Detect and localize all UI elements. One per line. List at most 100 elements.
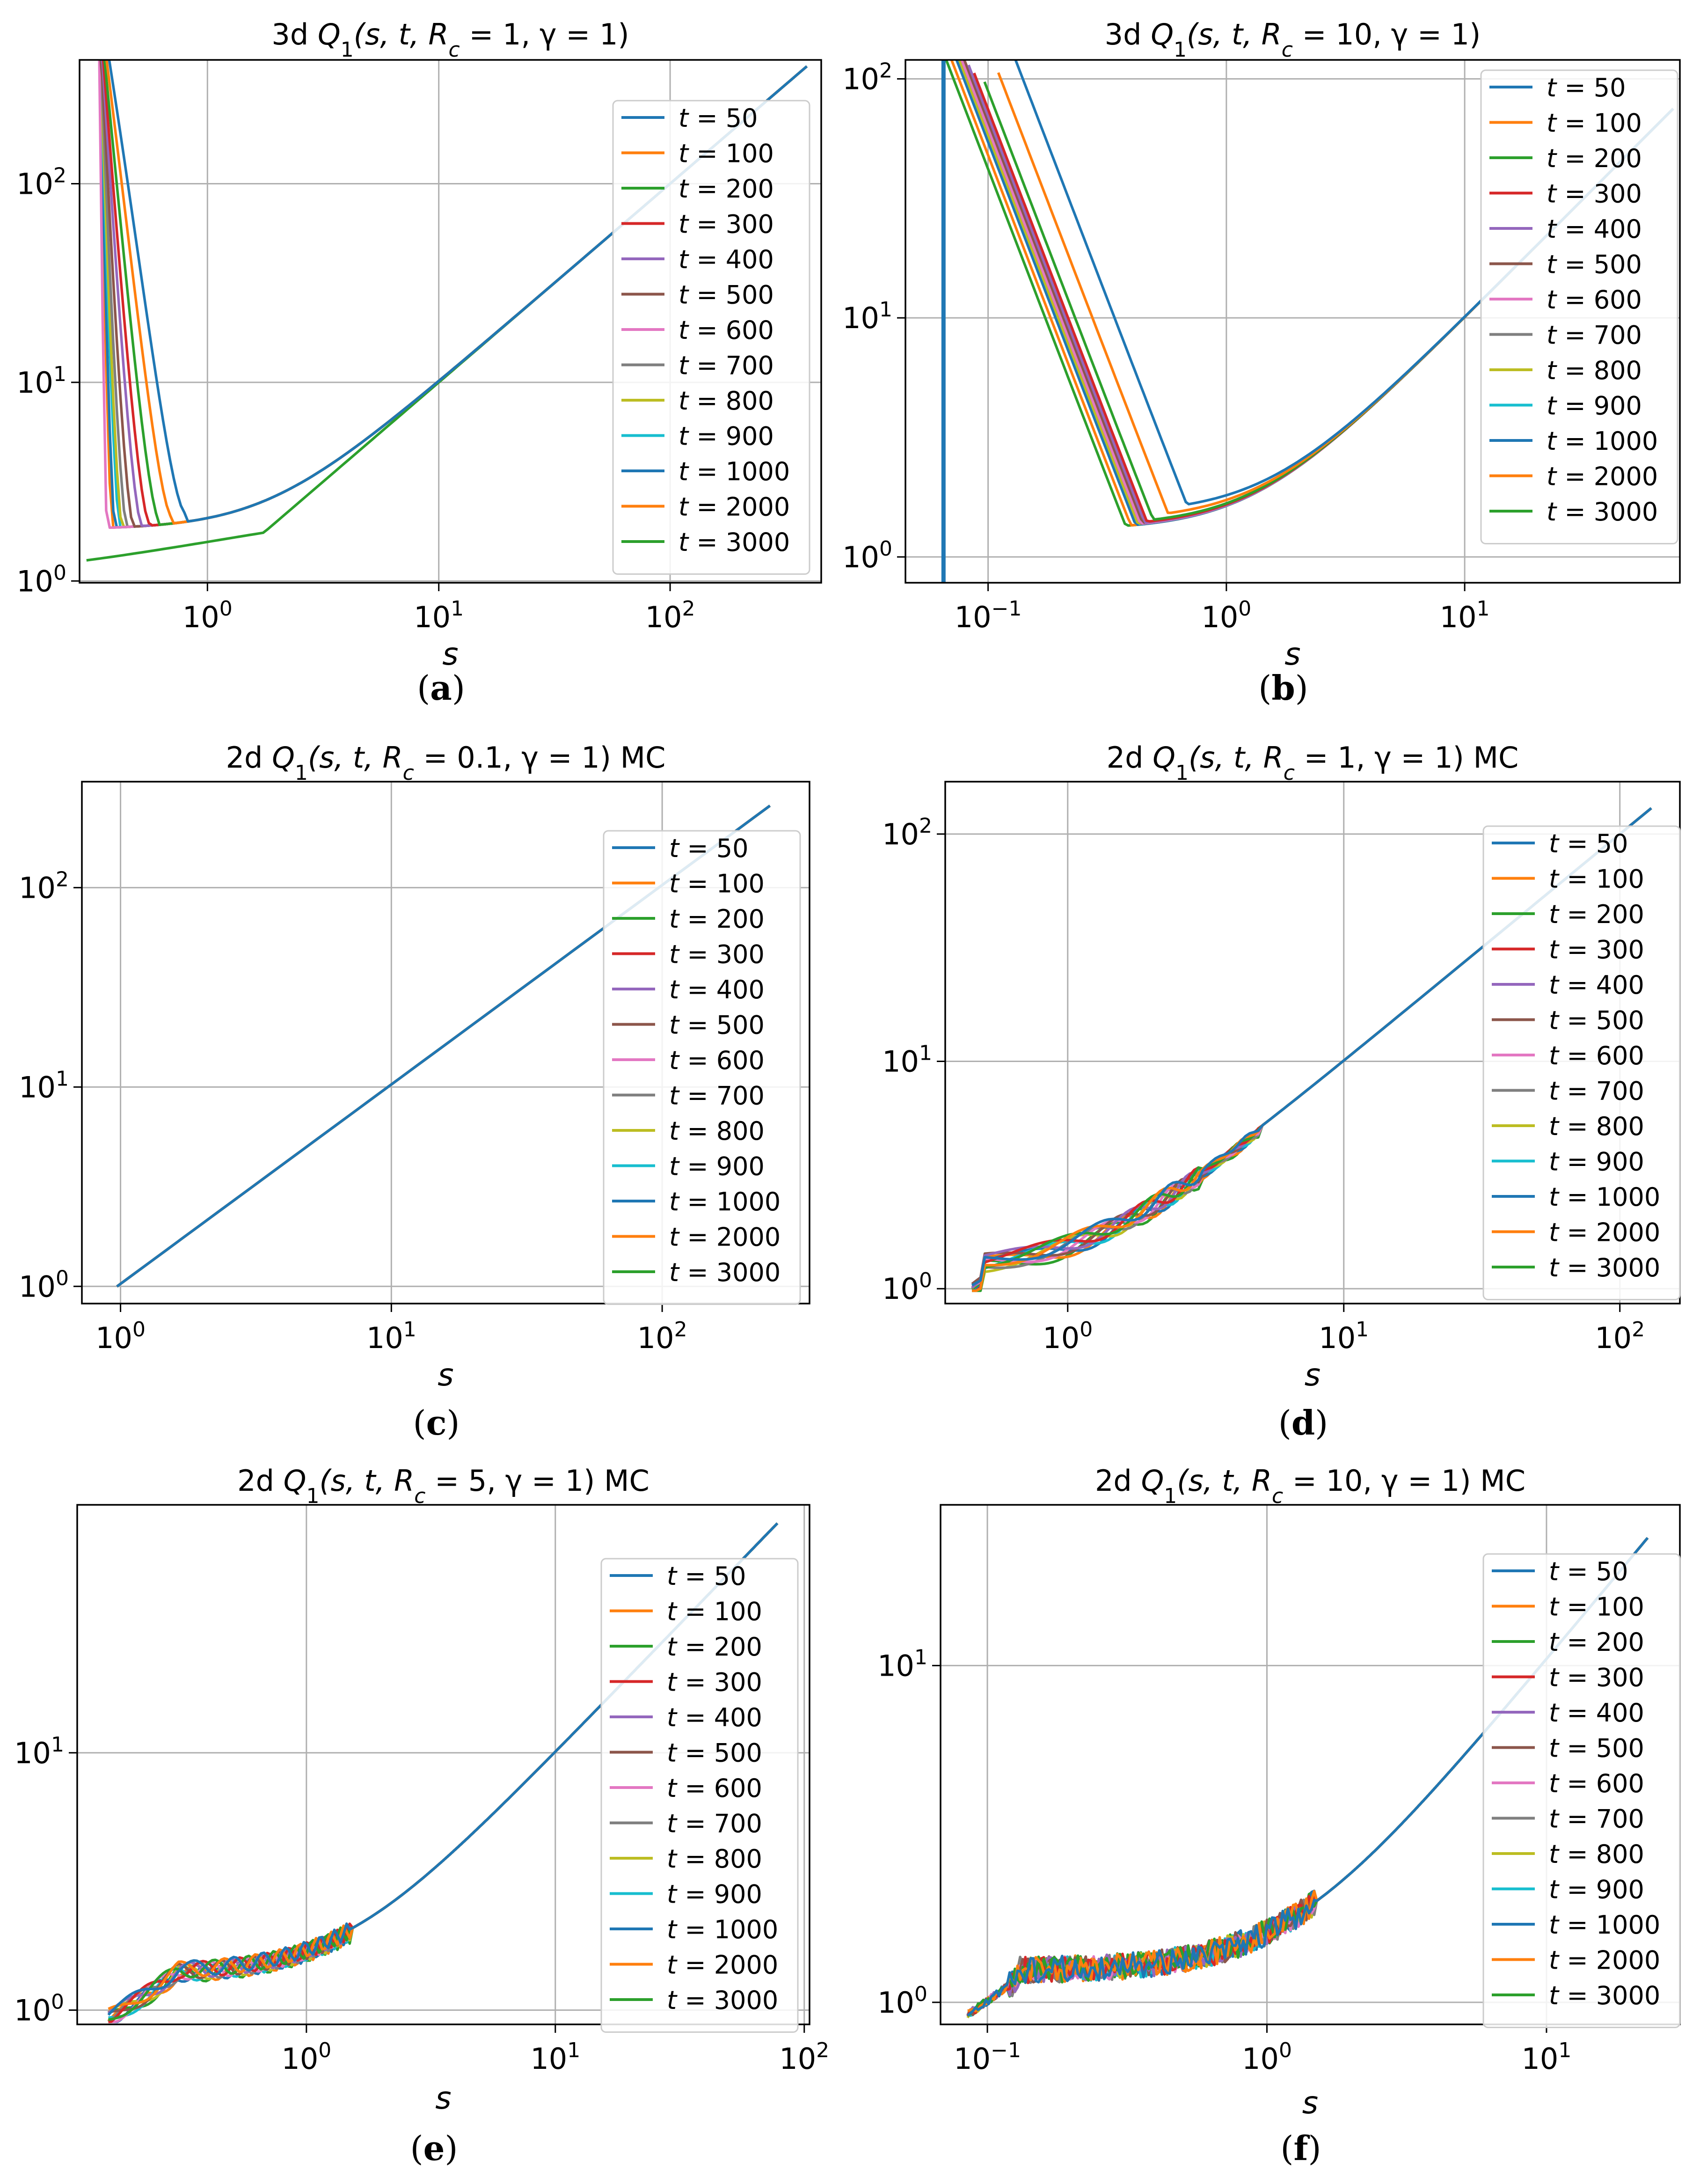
legend-entry: t = 600: [667, 1774, 762, 1803]
chart-title: 2d Q1(s, t, Rc = 5, γ = 1) MC: [237, 1464, 649, 1508]
x-axis-label: s: [1302, 2085, 1318, 2121]
legend-entry: t = 200: [669, 904, 765, 934]
y-tick-label: 102: [16, 163, 66, 201]
y-tick-label: 102: [882, 814, 932, 851]
legend-entry: t = 600: [669, 1046, 765, 1075]
panel-label: (a): [417, 668, 465, 708]
legend-entry: t = 300: [1549, 935, 1644, 965]
y-tick-label: 101: [877, 1645, 927, 1683]
x-axis-label: s: [438, 1357, 453, 1393]
legend: t = 50 t = 100 t = 200 t = 300 t = 400 t = 50…: [1480, 69, 1678, 544]
legend-entry: t = 100: [669, 869, 765, 899]
legend-entry: t = 900: [669, 1152, 765, 1181]
legend-entry: t = 900: [1549, 1875, 1644, 1905]
legend-entry: t = 1000: [1549, 1182, 1660, 1212]
x-tick-label: 101: [414, 597, 464, 635]
x-tick-label: 101: [1521, 2038, 1571, 2076]
legend-entry: t = 800: [679, 386, 774, 416]
x-tick-label: 100: [1201, 597, 1251, 635]
x-tick-label: 10−1: [955, 597, 1022, 635]
y-tick-label: 101: [14, 1732, 64, 1770]
legend-entry: t = 300: [1549, 1663, 1644, 1693]
legend-entry: t = 2000: [1547, 462, 1658, 491]
chart-panel-f: 10−1 100 101 100 101 2d Q1(s, t, Rc = 10, γ =…: [877, 1464, 1681, 2168]
legend: t = 50 t = 100 t = 200 t = 300 t = 400 t = 50…: [1482, 825, 1681, 1300]
y-tick-label: 102: [19, 867, 69, 905]
legend-entry: t = 300: [669, 940, 765, 969]
legend-entry: t = 50: [1549, 829, 1628, 858]
legend-box: [603, 830, 801, 1305]
y-tick-label: 100: [877, 1982, 927, 2020]
panel-label: (b): [1258, 668, 1308, 708]
chart-panel-a: 100 101 102 100 101 102 3d Q1(s, t, Rc = 1, γ …: [16, 17, 822, 708]
y-tick-label: 100: [842, 536, 892, 574]
legend-entry: t = 50: [669, 834, 748, 863]
chart-title: 3d Q1(s, t, Rc = 1, γ = 1): [271, 17, 629, 62]
legend: t = 50 t = 100 t = 200 t = 300 t = 400 t = 50…: [600, 1558, 799, 2033]
legend-entry: t = 600: [679, 315, 774, 345]
legend-entry: t = 300: [667, 1668, 762, 1697]
legend-entry: t = 800: [669, 1116, 765, 1146]
legend-entry: t = 800: [667, 1844, 762, 1874]
legend-entry: t = 1000: [679, 457, 790, 486]
legend-entry: t = 50: [667, 1561, 746, 1591]
y-tick-label: 102: [842, 59, 892, 96]
legend-box: [1482, 1553, 1681, 2028]
chart-panel-b: 10−1 100 101 100 101 102 3d Q1(s, t, Rc = 10, …: [842, 17, 1681, 708]
legend-entry: t = 400: [1549, 1698, 1644, 1728]
legend-entry: t = 700: [1549, 1804, 1644, 1834]
y-tick-label: 100: [19, 1266, 69, 1304]
x-tick-label: 101: [1440, 597, 1490, 635]
legend: t = 50 t = 100 t = 200 t = 300 t = 400 t = 50…: [612, 100, 810, 575]
chart-title: 2d Q1(s, t, Rc = 0.1, γ = 1) MC: [226, 740, 666, 785]
legend-entry: t = 2000: [1549, 1218, 1660, 1247]
legend-entry: t = 3000: [669, 1258, 781, 1287]
legend-box: [612, 100, 810, 575]
legend-entry: t = 50: [1549, 1557, 1628, 1586]
axes-frame: [76, 1504, 810, 2025]
legend-entry: t = 900: [1549, 1147, 1644, 1177]
axes-frame: [905, 59, 1681, 584]
y-tick-label: 100: [882, 1268, 932, 1306]
legend-entry: t = 900: [679, 422, 774, 451]
panel-label: (d): [1278, 1403, 1328, 1443]
legend-entry: t = 100: [1549, 1592, 1644, 1622]
chart-title: 2d Q1(s, t, Rc = 1, γ = 1) MC: [1107, 740, 1519, 785]
legend-entry: t = 200: [679, 174, 774, 204]
legend-entry: t = 2000: [679, 492, 790, 522]
x-tick-label: 10−1: [954, 2038, 1021, 2076]
y-tick-label: 101: [19, 1067, 69, 1105]
chart-panel-e: 100 101 102 100 101 2d Q1(s, t, Rc = 5, γ = 1…: [14, 1464, 829, 2168]
legend-entry: t = 500: [1549, 1734, 1644, 1763]
legend: t = 50 t = 100 t = 200 t = 300 t = 400 t = 50…: [1482, 1553, 1681, 2028]
x-tick-label: 100: [281, 2038, 331, 2076]
legend-entry: t = 100: [679, 139, 774, 169]
y-tick-label: 101: [16, 362, 66, 400]
x-axis-label: s: [435, 2080, 451, 2116]
legend-entry: t = 2000: [1549, 1946, 1660, 1975]
legend-entry: t = 700: [1549, 1077, 1644, 1106]
x-axis-label: s: [1284, 636, 1300, 672]
legend-entry: t = 100: [667, 1597, 762, 1627]
legend-entry: t = 500: [1547, 250, 1642, 279]
legend-entry: t = 600: [1547, 285, 1642, 315]
legend-entry: t = 700: [679, 351, 774, 381]
legend-entry: t = 700: [669, 1081, 765, 1111]
x-tick-label: 102: [637, 1318, 687, 1356]
chart-title: 2d Q1(s, t, Rc = 10, γ = 1) MC: [1095, 1464, 1525, 1508]
axes-frame: [81, 781, 810, 1305]
x-tick-label: 100: [1043, 1318, 1093, 1356]
legend-entry: t = 3000: [1549, 1253, 1660, 1283]
legend-box: [1480, 69, 1678, 544]
x-tick-label: 100: [182, 597, 233, 635]
x-tick-label: 102: [779, 2038, 829, 2076]
chart-panel-c: 100 101 102 100 101 102 2d Q1(s, t, Rc = 0.1, …: [19, 740, 810, 1443]
x-tick-label: 102: [1595, 1318, 1645, 1356]
legend-box: [1482, 825, 1681, 1300]
legend-entry: t = 900: [667, 1880, 762, 1909]
legend-entry: t = 700: [667, 1809, 762, 1839]
chart-title: 3d Q1(s, t, Rc = 10, γ = 1): [1105, 17, 1481, 62]
legend-entry: t = 200: [1547, 144, 1642, 173]
legend-entry: t = 800: [1547, 356, 1642, 385]
